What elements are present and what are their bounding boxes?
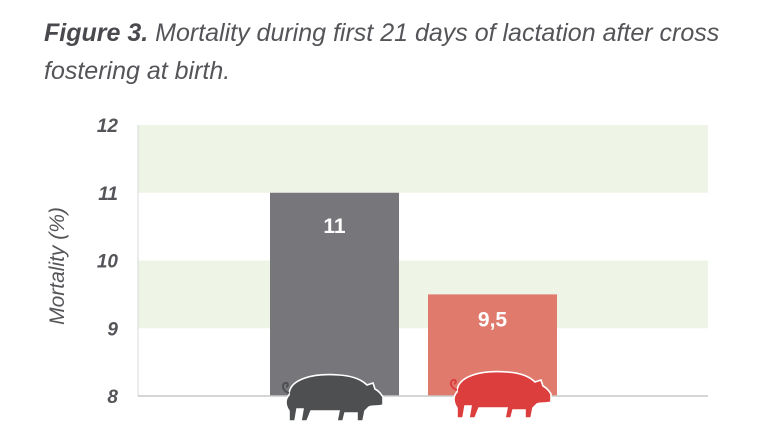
- grid-band: [138, 260, 708, 329]
- bar-value-label: 11: [323, 215, 346, 238]
- y-tick-label: 12: [97, 116, 119, 137]
- y-tick-label: 8: [107, 387, 118, 408]
- y-axis-label: Mortality (%): [46, 207, 69, 325]
- chart-title: Figure 3. Mortality during first 21 days…: [44, 14, 744, 90]
- y-tick-label: 11: [98, 184, 118, 205]
- y-tick-label: 10: [97, 252, 119, 273]
- pig-icon: [281, 373, 384, 422]
- pig-icon: [449, 370, 552, 419]
- bar-value-label: 9,5: [478, 308, 508, 331]
- figure-caption: Mortality during first 21 days of lactat…: [44, 19, 720, 85]
- figure-label: Figure 3.: [44, 19, 149, 47]
- y-tick-label: 9: [107, 319, 118, 340]
- grid-band: [138, 125, 708, 193]
- bar: [270, 192, 399, 396]
